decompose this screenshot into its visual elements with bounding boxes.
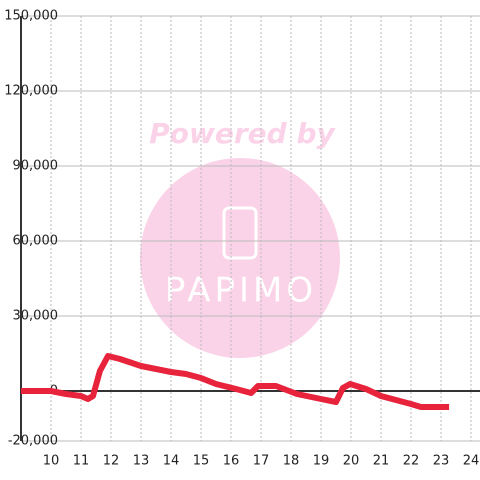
x-tick-label: 18 bbox=[283, 454, 300, 469]
x-tick-label: 10 bbox=[43, 454, 60, 469]
watermark-brand: PAPIMO bbox=[165, 271, 317, 311]
x-tick-label: 13 bbox=[133, 454, 150, 469]
x-tick-label: 21 bbox=[373, 454, 390, 469]
watermark: Powered by PAPIMO bbox=[140, 117, 340, 358]
watermark-caption: Powered by bbox=[149, 117, 336, 150]
x-tick-label: 19 bbox=[313, 454, 330, 469]
y-tick-label: 90,000 bbox=[13, 159, 59, 174]
x-tick-label: 15 bbox=[193, 454, 210, 469]
x-tick-label: 20 bbox=[343, 454, 360, 469]
y-tick-label: 60,000 bbox=[13, 234, 59, 249]
x-tick-label: 11 bbox=[73, 454, 90, 469]
x-tick-label: 12 bbox=[103, 454, 120, 469]
phone-icon bbox=[222, 206, 258, 260]
data-line bbox=[21, 353, 450, 410]
x-tick-label: 24 bbox=[463, 454, 480, 469]
x-tick-label: 22 bbox=[403, 454, 420, 469]
x-tick-label: 17 bbox=[253, 454, 270, 469]
y-tick-label: -20,000 bbox=[8, 434, 58, 449]
x-tick-label: 14 bbox=[163, 454, 180, 469]
x-tick-label: 16 bbox=[223, 454, 240, 469]
y-tick-label: 120,000 bbox=[4, 84, 58, 99]
x-tick-label: 23 bbox=[433, 454, 450, 469]
y-tick-label: 150,000 bbox=[4, 9, 58, 24]
y-tick-label: 30,000 bbox=[13, 309, 59, 324]
